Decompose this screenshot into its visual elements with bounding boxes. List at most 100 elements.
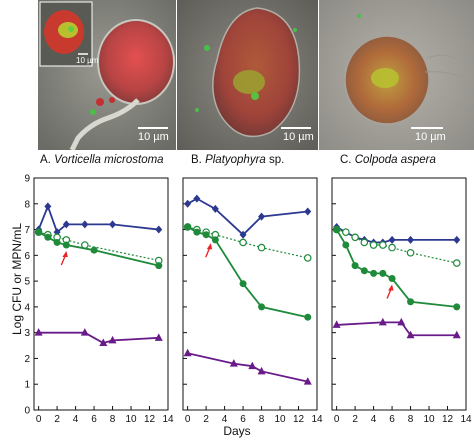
- x-tick-label-b: 6: [240, 414, 246, 425]
- data-point-b-0: [211, 204, 219, 213]
- data-point-b-2: [239, 280, 247, 288]
- panel-species-c: Colpoda aspera: [354, 154, 436, 166]
- plot-frame-a: [33, 177, 169, 411]
- y-tick-label-a: 6: [24, 251, 30, 262]
- data-point-c-3: [332, 320, 341, 328]
- panel-title-c: C. Colpoda aspera: [340, 154, 436, 166]
- data-point-b-0: [184, 199, 192, 208]
- series-line-c-3: [336, 321, 457, 337]
- x-axis-label: Days: [223, 424, 251, 438]
- micrograph-vorticella: 10 µm 10 µm: [38, 0, 176, 150]
- data-point-c-0: [453, 235, 461, 244]
- data-point-b-3: [303, 377, 312, 385]
- x-tick-label-c: 14: [460, 414, 472, 425]
- data-point-c-3: [397, 317, 406, 326]
- x-tick-label-b: 10: [274, 414, 286, 425]
- data-point-b-1: [303, 254, 312, 262]
- red-arrow-head-a: [62, 251, 68, 258]
- data-point-a-2: [155, 262, 163, 270]
- x-tick-label-c: 6: [389, 414, 395, 425]
- x-tick-label-b: 8: [259, 414, 265, 425]
- data-point-a-2: [53, 238, 61, 246]
- series-line-a-3: [38, 331, 159, 344]
- data-point-c-1: [452, 259, 461, 267]
- micrograph-vorticella-image: [38, 0, 176, 150]
- data-point-b-3: [257, 366, 266, 375]
- data-point-c-1: [379, 241, 387, 249]
- data-point-a-3: [99, 338, 108, 346]
- data-point-c-0: [407, 235, 415, 244]
- y-tick-label-a: 2: [24, 354, 30, 365]
- scale-bar-label: 10 µm: [138, 131, 169, 143]
- x-tick-label-c: 8: [408, 414, 414, 425]
- data-point-c-1: [351, 233, 359, 242]
- panel-label-b: B.: [191, 154, 202, 166]
- data-point-a-0: [81, 220, 89, 229]
- data-point-c-1: [342, 228, 350, 236]
- x-tick-label-a: 8: [110, 414, 116, 425]
- data-point-c-2: [333, 226, 341, 234]
- x-tick-label-a: 4: [73, 414, 79, 425]
- y-axis-label: Log CFU or MPN/mL: [10, 222, 24, 336]
- x-tick-label-c: 0: [334, 414, 340, 425]
- data-point-c-0: [388, 235, 396, 244]
- series-line-a-0: [37, 203, 159, 234]
- data-point-b-2: [193, 228, 201, 236]
- x-tick-label-c: 2: [352, 414, 358, 425]
- data-point-c-2: [379, 269, 387, 277]
- data-point-b-2: [304, 313, 312, 321]
- data-point-b-0: [304, 207, 312, 216]
- data-point-c-3: [378, 317, 387, 326]
- y-tick-label-a: 5: [24, 277, 30, 288]
- data-point-c-1: [369, 241, 378, 249]
- data-point-b-0: [193, 194, 201, 203]
- data-point-c-2: [342, 241, 350, 249]
- data-point-b-3: [229, 359, 238, 367]
- data-point-b-3: [183, 348, 192, 357]
- data-point-b-0: [239, 230, 247, 239]
- y-tick-label-a: 8: [24, 199, 30, 210]
- data-point-c-1: [388, 243, 396, 252]
- data-point-c-1: [360, 238, 369, 247]
- data-point-b-2: [258, 303, 266, 311]
- data-point-b-0: [258, 212, 266, 221]
- micrograph-colpoda-image: [319, 0, 474, 150]
- series-line-a-1: [38, 231, 159, 262]
- scale-bar-label: 10 µm: [283, 131, 314, 143]
- x-tick-label-b: 14: [311, 414, 323, 425]
- data-point-a-2: [90, 246, 98, 254]
- x-tick-label-b: 12: [293, 414, 305, 425]
- panel-label-c: C.: [340, 154, 352, 166]
- red-arrow-head-c: [388, 284, 394, 291]
- data-point-b-2: [184, 223, 192, 231]
- data-point-b-2: [202, 231, 210, 239]
- micrograph-platyophyra: 10 µm: [177, 0, 318, 150]
- panel-species-a: Vorticella microstoma: [54, 154, 164, 166]
- panel-label-a: A.: [40, 154, 51, 166]
- y-tick-label-a: 9: [24, 174, 30, 185]
- plot-frame-c: [331, 177, 467, 411]
- x-tick-label-c: 10: [423, 414, 435, 425]
- data-point-c-2: [407, 298, 415, 306]
- data-point-c-3: [452, 330, 461, 339]
- data-point-b-3: [248, 361, 257, 370]
- panel-title-a: A. Vorticella microstoma: [40, 154, 164, 166]
- y-tick-label-a: 1: [24, 380, 30, 391]
- micrograph-platyophyra-image: [177, 0, 318, 150]
- panel-species-b: Platyophyra: [205, 154, 266, 166]
- data-point-a-0: [62, 220, 70, 229]
- data-point-a-2: [35, 228, 43, 236]
- data-point-c-1: [406, 248, 415, 257]
- x-tick-label-b: 0: [185, 414, 191, 425]
- data-point-b-1: [257, 243, 266, 252]
- panel-species-suffix-b: sp.: [269, 154, 285, 166]
- x-tick-label-c: 12: [442, 414, 454, 425]
- data-point-a-0: [109, 220, 117, 229]
- x-tick-label-a: 0: [36, 414, 42, 425]
- data-point-a-2: [62, 241, 70, 249]
- data-point-a-3: [108, 335, 117, 344]
- x-tick-label-a: 14: [162, 414, 174, 425]
- x-tick-label-a: 12: [144, 414, 156, 425]
- series-line-b-3: [187, 352, 308, 383]
